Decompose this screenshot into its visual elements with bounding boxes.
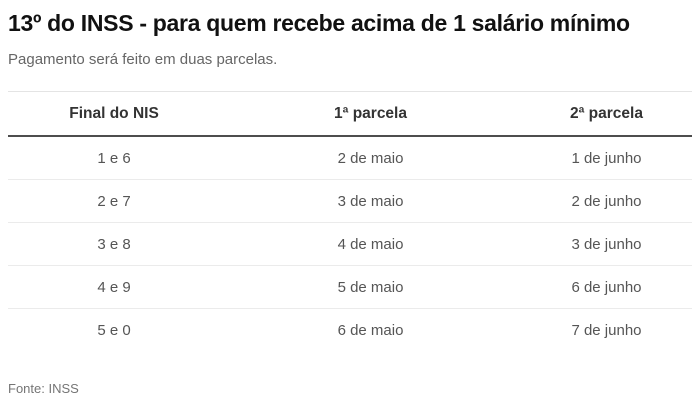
table-cell-parcela-1: 4 de maio bbox=[337, 235, 404, 253]
table-row: 3 e 8 4 de maio 3 de junho bbox=[8, 223, 692, 266]
table-cell-nis: 4 e 9 bbox=[97, 278, 131, 296]
page-title: 13º do INSS - para quem recebe acima de … bbox=[8, 10, 630, 36]
table-cell-parcela-2: 6 de junho bbox=[571, 278, 642, 296]
column-header-primeira-parcela: 1ª parcela bbox=[334, 104, 407, 122]
table-row: 2 e 7 3 de maio 2 de junho bbox=[8, 180, 692, 223]
table-cell-parcela-1: 5 de maio bbox=[337, 278, 404, 296]
table-cell-parcela-2: 7 de junho bbox=[571, 321, 642, 339]
table-cell-parcela-2: 3 de junho bbox=[571, 235, 642, 253]
table-row: 4 e 9 5 de maio 6 de junho bbox=[8, 266, 692, 309]
table-row: 5 e 0 6 de maio 7 de junho bbox=[8, 309, 692, 351]
table-cell-nis: 2 e 7 bbox=[97, 192, 131, 210]
column-header-segunda-parcela: 2ª parcela bbox=[570, 104, 643, 122]
table-cell-parcela-1: 6 de maio bbox=[337, 321, 404, 339]
source-note: Fonte: INSS bbox=[8, 381, 79, 396]
table-cell-parcela-2: 2 de junho bbox=[571, 192, 642, 210]
table-cell-nis: 3 e 8 bbox=[97, 235, 131, 253]
table-row: 1 e 6 2 de maio 1 de junho bbox=[8, 137, 692, 180]
page-subtitle: Pagamento será feito em duas parcelas. bbox=[8, 51, 278, 68]
table-cell-parcela-2: 1 de junho bbox=[571, 149, 642, 167]
table-cell-parcela-1: 2 de maio bbox=[337, 149, 404, 167]
table-cell-nis: 1 e 6 bbox=[97, 149, 131, 167]
column-header-final-do-nis: Final do NIS bbox=[69, 104, 159, 122]
table-body: 1 e 6 2 de maio 1 de junho 2 e 7 3 de ma… bbox=[8, 137, 692, 351]
table-cell-nis: 5 e 0 bbox=[97, 321, 131, 339]
table-header-row: Final do NIS 1ª parcela 2ª parcela bbox=[8, 92, 692, 137]
payment-schedule-table: Final do NIS 1ª parcela 2ª parcela 1 e 6… bbox=[8, 91, 692, 351]
table-cell-parcela-1: 3 de maio bbox=[337, 192, 404, 210]
